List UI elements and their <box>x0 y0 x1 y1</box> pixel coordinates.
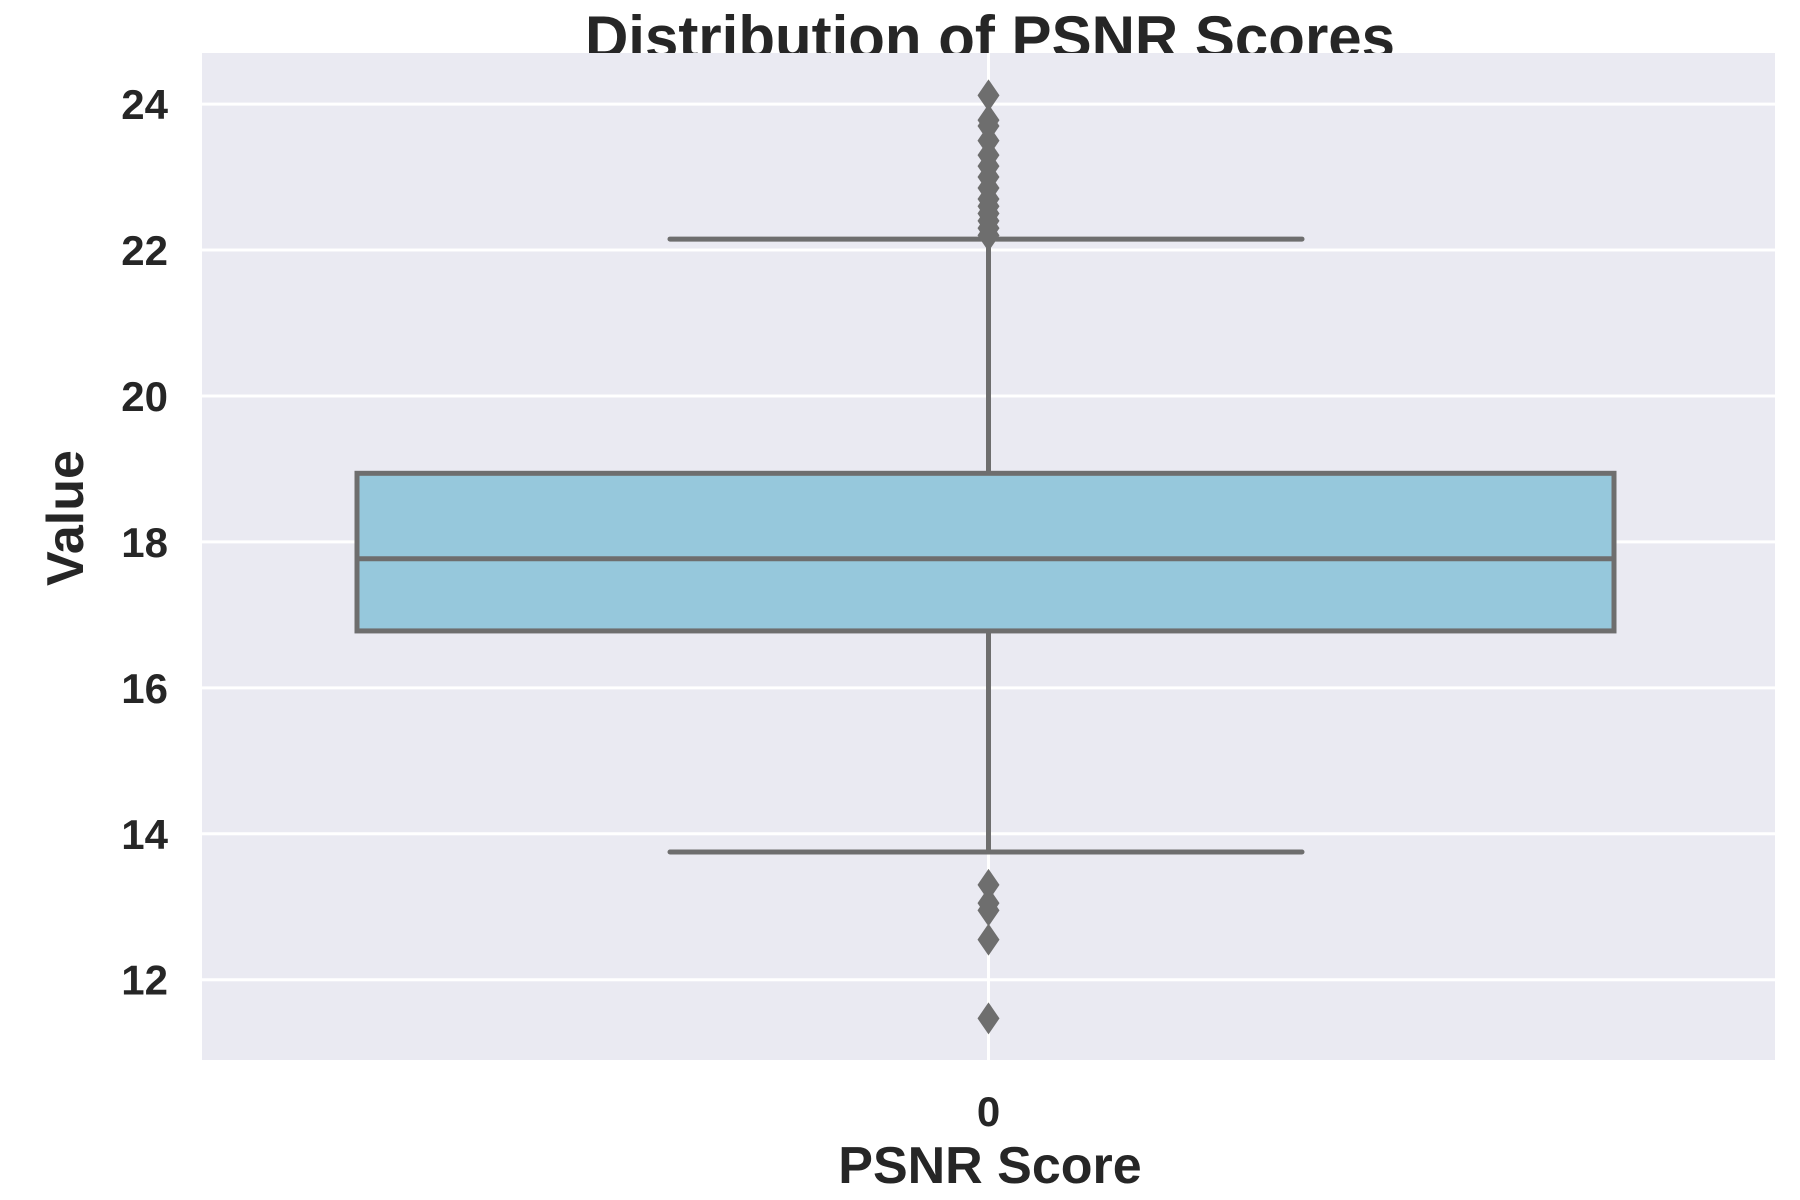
x-tick-labels: 0 <box>977 1088 1000 1135</box>
y-tick-label: 18 <box>121 519 168 566</box>
outlier-point <box>977 1002 1000 1035</box>
y-tick-label: 12 <box>121 957 168 1004</box>
x-axis-label: PSNR Score <box>838 1137 1141 1195</box>
outlier-point <box>977 887 1000 920</box>
outlier-point <box>977 868 1000 901</box>
y-tick-label: 20 <box>121 373 168 420</box>
outlier-point <box>977 923 1000 956</box>
outlier-points <box>977 79 1000 1035</box>
y-tick-label: 14 <box>121 811 168 858</box>
y-tick-label: 22 <box>121 227 168 274</box>
iqr-box <box>354 470 1617 634</box>
y-axis-label: Value <box>37 450 95 586</box>
outlier-point <box>977 79 1000 112</box>
y-tick-label: 16 <box>121 665 168 712</box>
outlier-point <box>977 104 1000 137</box>
y-tick-label: 24 <box>121 81 168 128</box>
x-tick-label: 0 <box>977 1088 1000 1135</box>
y-tick-labels: 12 14 16 18 20 22 24 <box>121 81 168 1004</box>
